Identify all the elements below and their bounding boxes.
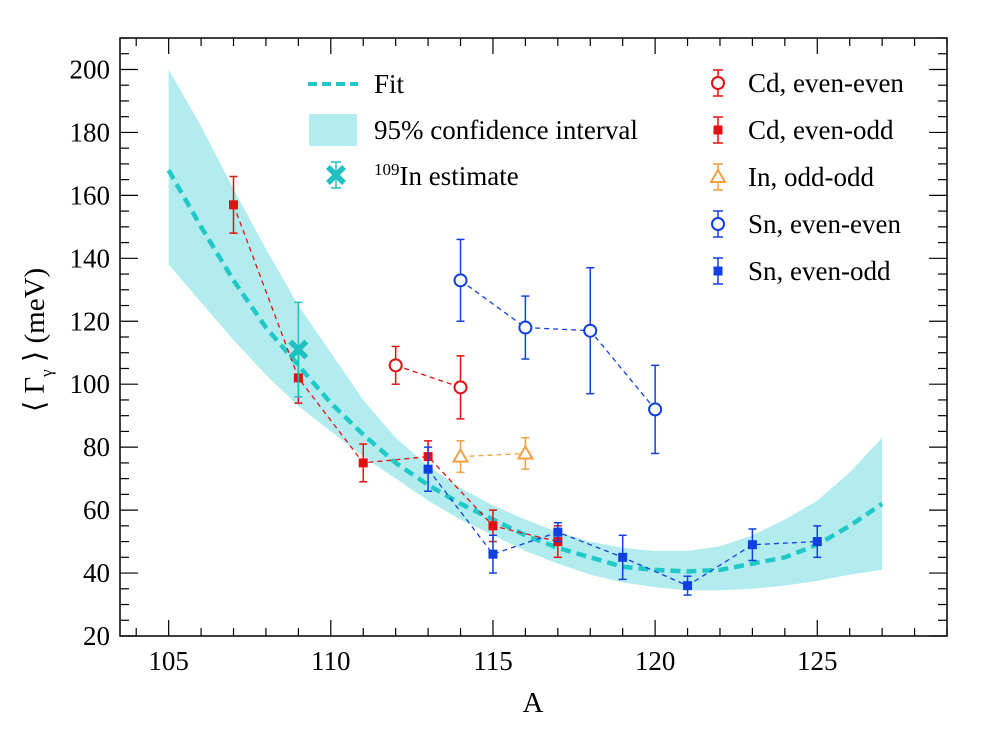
legend-band-label: 95% confidence interval	[374, 115, 638, 145]
legend-marker	[711, 217, 725, 231]
legend-label: Cd, even-odd	[748, 115, 894, 145]
y-tick-label: 140	[70, 243, 111, 273]
legend-item-cd-even-even: Cd, even-even	[711, 68, 904, 98]
x-tick-label: 115	[473, 646, 513, 676]
x-axis: 105 110 115 120 125	[135, 38, 948, 676]
data-point-marker	[488, 521, 498, 531]
data-point-marker	[423, 464, 433, 474]
legend-item-sn-even-odd: Sn, even-odd	[713, 256, 891, 286]
y-tick-label: 80	[83, 432, 110, 462]
y-tick-label: 180	[70, 117, 111, 147]
series-in-odd-odd	[451, 436, 535, 474]
x-tick-label: 110	[311, 646, 351, 676]
data-point-marker	[229, 200, 239, 210]
data-point-marker	[618, 552, 628, 562]
data-point-marker	[388, 358, 403, 373]
x-axis-title: A	[523, 687, 544, 719]
legend-estimate-x	[326, 165, 346, 185]
data-point-marker	[583, 323, 598, 338]
legend-item-cd-even-odd: Cd, even-odd	[713, 115, 894, 145]
legend-marker	[711, 76, 725, 90]
data-point-marker	[812, 537, 822, 547]
series-sn-even-even	[453, 238, 663, 455]
data-point-marker	[453, 273, 468, 288]
y-axis-title-sub: γ	[37, 369, 56, 378]
data-point-marker	[648, 402, 663, 417]
legend-item-sn-even-even: Sn, even-even	[711, 209, 901, 239]
legend-label: Sn, even-even	[748, 209, 901, 239]
data-point-marker	[516, 444, 535, 460]
series-cd-even-even-line	[395, 364, 461, 388]
series-in-odd-odd-line	[460, 452, 526, 458]
x-tick-label: 105	[148, 646, 189, 676]
estimate-point-marker	[288, 339, 309, 360]
legend-estimate-label-text: In estimate	[400, 161, 519, 191]
y-tick-label: 120	[70, 306, 111, 336]
series-cd-even-odd-line	[232, 204, 558, 543]
y-axis-title-suffix: ⟩ (meV)	[19, 268, 51, 370]
confidence-band	[168, 69, 883, 591]
data-point-marker	[453, 380, 468, 395]
data-point-marker	[683, 581, 693, 591]
series-sn-even-even-line	[460, 279, 656, 410]
y-tick-label: 20	[83, 621, 110, 651]
legend-item-in-odd-odd: In, odd-odd	[709, 162, 874, 192]
data-point-marker	[747, 540, 757, 550]
data-point-marker	[488, 549, 498, 559]
fit-curve	[166, 169, 884, 574]
legend-marker	[713, 266, 723, 276]
series-cd-even-even	[388, 345, 468, 420]
legend-left: Fit 95% confidence interval 109In estima…	[308, 69, 638, 191]
y-tick-label: 200	[70, 54, 111, 84]
legend-estimate-label-sup: 109	[374, 160, 400, 179]
y-axis-title: ⟨ Γγ ⟩ (meV)	[19, 268, 56, 412]
y-axis: 20 40 60 80 100 120 140 160 180 200	[70, 37, 947, 651]
y-tick-label: 160	[70, 180, 111, 210]
legend-label: Sn, even-odd	[748, 256, 891, 286]
data-point-marker	[358, 458, 368, 468]
x-tick-label: 125	[797, 646, 838, 676]
series-sn-even-odd	[423, 446, 822, 596]
legend-right: Cd, even-even Cd, even-odd In, odd-odd Sn, …	[709, 68, 904, 286]
confidence-band-layer	[168, 69, 883, 591]
legend-estimate-label: 109In estimate	[374, 160, 519, 191]
y-tick-label: 40	[83, 558, 110, 588]
data-point-marker	[451, 447, 470, 463]
y-tick-label: 100	[70, 369, 111, 399]
data-point-marker	[553, 527, 563, 537]
estimate-layer	[288, 301, 309, 398]
legend-estimate-marker	[326, 161, 346, 189]
y-axis-title-main: ⟨ Γ	[19, 377, 51, 412]
legend-label: Cd, even-even	[748, 68, 904, 98]
legend-marker	[713, 125, 723, 135]
series-layer	[229, 175, 822, 596]
data-point-marker	[518, 320, 533, 335]
y-tick-label: 60	[83, 495, 110, 525]
fit-layer	[166, 169, 884, 574]
legend-marker	[709, 168, 727, 183]
legend-fit-label: Fit	[374, 69, 405, 99]
x-tick-label: 120	[635, 646, 676, 676]
legend-band-swatch	[309, 114, 357, 146]
legend-label: In, odd-odd	[748, 162, 874, 192]
